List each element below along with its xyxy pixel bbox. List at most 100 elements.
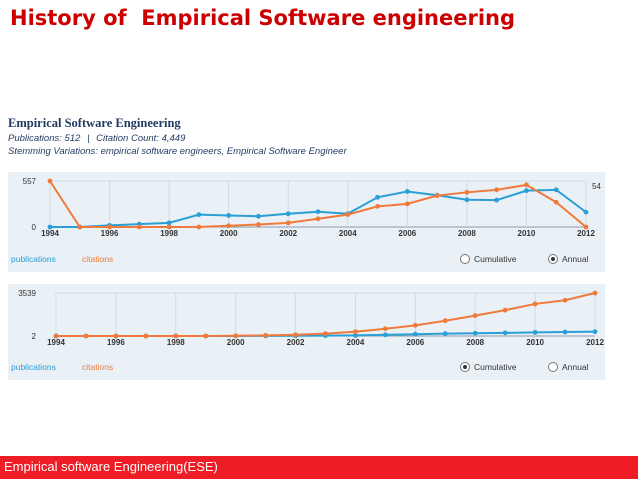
citations-point: [315, 216, 321, 222]
publications-point: [47, 224, 53, 230]
panel-title: Empirical Software Engineering: [8, 116, 181, 130]
publications-point: [502, 330, 508, 336]
annual-radio[interactable]: [548, 362, 558, 372]
cumulative-option[interactable]: Cumulative: [460, 254, 517, 264]
footer-text: Empirical software Engineering(ESE): [4, 459, 218, 474]
annual-option[interactable]: Annual: [548, 362, 588, 372]
panel-header: Empirical Software Engineering Publicati…: [8, 116, 608, 157]
publications-point: [375, 194, 380, 200]
publications-point: [285, 211, 291, 217]
legend-citations[interactable]: citations: [82, 254, 114, 264]
y-tick-label: 2: [32, 332, 37, 341]
x-tick-label: 2002: [279, 229, 297, 238]
publications-point: [532, 329, 538, 335]
publications-point: [404, 189, 410, 194]
x-tick-label: 2012: [586, 338, 604, 347]
footer-bar: Empirical software Engineering(ESE): [0, 456, 638, 479]
annual-chart: 1994 1996 1998 2000 2002 2004 2006 2008 2010 2012…: [8, 172, 605, 272]
panel-counts: Publications: 512 | Citation Count: 4,44…: [8, 133, 608, 144]
citations-point: [47, 178, 53, 184]
publications-point: [562, 329, 568, 335]
publications-point: [226, 213, 232, 218]
citations-point: [404, 201, 410, 207]
citations-point: [442, 318, 448, 324]
count-separator: |: [87, 133, 90, 144]
publications-point: [315, 209, 321, 215]
cumulative-legend: publications citations Cumulative Annual: [8, 362, 605, 378]
citations-point: [83, 333, 89, 339]
cumulative-label: Cumulative: [474, 362, 517, 372]
citations-point: [434, 193, 440, 199]
annual-chart-svg: 1994 1996 1998 2000 2002 2004 2006 2008 2010 2012…: [23, 177, 602, 238]
cumulative-radio[interactable]: [460, 254, 470, 264]
x-tick-label: 1994: [47, 338, 65, 347]
citations-point: [382, 326, 388, 332]
citations-point: [256, 222, 261, 227]
annual-legend: publications citations Cumulative Annual: [8, 254, 605, 270]
publications-count: Publications: 512: [8, 133, 81, 144]
publications-point: [353, 333, 358, 338]
citations-point: [464, 189, 470, 195]
citations-point: [203, 333, 209, 339]
x-tick-label: 2008: [458, 229, 476, 238]
x-tick-label: 1998: [160, 229, 178, 238]
cumulative-radio[interactable]: [460, 362, 470, 372]
citations-point: [502, 307, 508, 313]
publications-point: [592, 329, 598, 335]
publications-line: [50, 188, 587, 228]
annual-radio[interactable]: [548, 254, 558, 264]
citations-point: [173, 333, 179, 339]
citations-point: [323, 331, 328, 336]
citations-point: [412, 322, 418, 328]
citations-point: [77, 224, 83, 230]
citations-point: [107, 224, 112, 230]
y-tick-label: 0: [32, 223, 37, 232]
annual-option[interactable]: Annual: [548, 254, 588, 264]
x-tick-label: 2006: [398, 229, 416, 238]
x-tick-label: 2008: [466, 338, 484, 347]
x-tick-label: 2006: [406, 338, 424, 347]
publications-point: [412, 331, 418, 337]
citations-point: [553, 199, 559, 205]
x-tick-label: 1998: [167, 338, 185, 347]
y-tick-label: 3539: [18, 289, 36, 298]
x-tick-label: 1994: [41, 229, 59, 238]
citations-point: [532, 301, 538, 307]
citations-point: [375, 203, 380, 209]
citations-point: [196, 224, 202, 230]
publications-point: [524, 188, 529, 194]
x-tick-label: 2012: [577, 229, 595, 238]
x-tick-label: 2004: [339, 229, 357, 238]
x-tick-label: 2002: [287, 338, 305, 347]
citations-point: [494, 187, 500, 193]
x-tick-label: 2000: [220, 229, 238, 238]
y-tick-label: 557: [23, 177, 37, 186]
publications-point: [553, 187, 559, 193]
annual-label: Annual: [562, 362, 589, 372]
citations-point: [562, 297, 568, 303]
slide-title: History of Empirical Software engineerin…: [10, 6, 516, 30]
citations-point: [53, 333, 59, 339]
citations-point: [113, 333, 119, 339]
cumulative-option[interactable]: Cumulative: [460, 362, 517, 372]
cumulative-label: Cumulative: [474, 254, 517, 264]
publications-point: [442, 331, 448, 336]
publications-point: [472, 330, 478, 336]
citations-point: [293, 332, 298, 338]
citations-point: [166, 224, 172, 230]
stemming-variations: Stemming Variations: empirical software …: [8, 146, 347, 157]
legend-publications[interactable]: publications: [11, 254, 56, 264]
publications-point: [382, 332, 388, 338]
x-tick-label: 2004: [347, 338, 365, 347]
x-tick-label: 1996: [101, 229, 119, 238]
x-tick-label: 1996: [107, 338, 125, 347]
citations-point: [353, 329, 358, 335]
citations-point: [285, 220, 291, 226]
cumulative-chart: 1994 1996 1998 2000 2002 2004 2006 2008 2010 2012…: [8, 284, 605, 380]
legend-publications[interactable]: publications: [11, 362, 56, 372]
legend-citations[interactable]: citations: [82, 362, 114, 372]
citations-point: [136, 224, 142, 230]
citations-point: [143, 333, 149, 339]
citations-point: [583, 224, 589, 230]
citations-point: [472, 313, 478, 319]
